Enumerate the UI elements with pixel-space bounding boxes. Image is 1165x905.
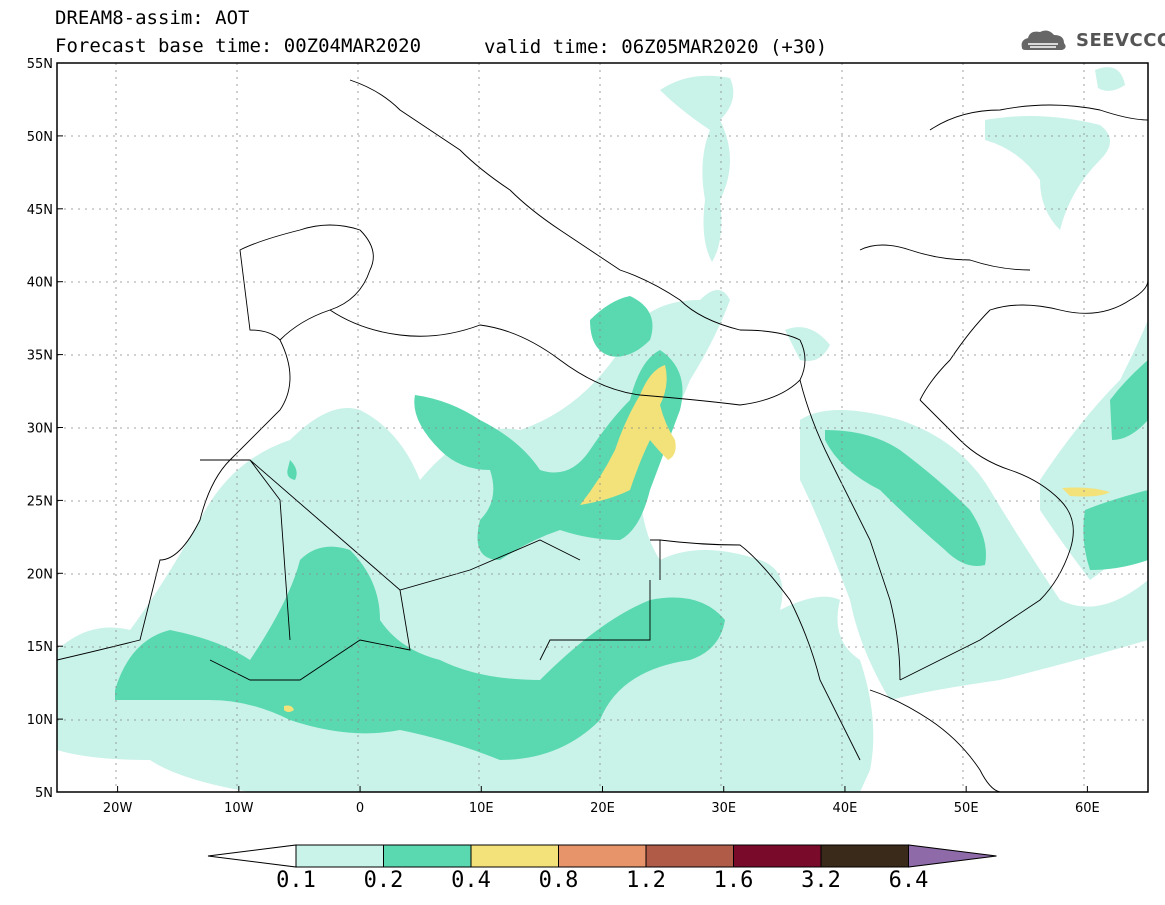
lat-tick-label: 20N (27, 567, 53, 582)
seevccc-cloud-logo-icon (1021, 30, 1066, 50)
colorbar-swatch (295, 844, 384, 868)
aot-field (57, 67, 1148, 792)
colorbar-swatch (820, 844, 909, 868)
lat-tick-label: 35N (27, 349, 53, 364)
lon-tick-label: 40E (833, 801, 858, 816)
colorbar-swatch (558, 844, 647, 868)
aot-0.4-0.8-areas (284, 365, 1110, 712)
colorbar-level-label: 0.4 (451, 868, 491, 893)
latitude-axis: 55N 50N 45N 40N 35N 30N 25N 20N 15N 10N 5N (27, 57, 63, 801)
lat-tick-label: 50N (27, 130, 53, 145)
colorbar-under-arrow (207, 844, 297, 868)
logo-text: SEEVCCC (1076, 30, 1165, 51)
colorbar-level-label: 0.8 (538, 868, 579, 893)
lat-tick-label: 40N (27, 276, 53, 291)
colorbar-level-label: 3.2 (801, 868, 841, 893)
map-title: DREAM8-assim: AOT (55, 7, 250, 29)
colorbar-level-label: 1.2 (626, 868, 666, 893)
forecast-base-time: Forecast base time: 00Z04MAR2020 (55, 35, 422, 57)
lon-tick-label: 10W (224, 801, 254, 816)
lat-tick-label: 55N (27, 57, 53, 72)
colorbar-swatch (645, 844, 734, 868)
lat-tick-label: 30N (27, 422, 53, 437)
colorbar-swatch (733, 844, 822, 868)
lon-tick-label: 20W (103, 801, 133, 816)
valid-time: valid time: 06Z05MAR2020 (+30) (484, 36, 828, 58)
lat-tick-label: 25N (27, 494, 53, 509)
lon-tick-label: 20E (590, 801, 615, 816)
lat-tick-label: 15N (27, 640, 53, 655)
colorbar-level-label: 0.1 (276, 868, 316, 893)
colorbar-over-arrow (908, 844, 997, 868)
lon-tick-label: 30E (711, 801, 736, 816)
colorbar-level-label: 6.4 (888, 868, 929, 893)
lon-tick-label: 10E (469, 801, 494, 816)
colorbar-level-label: 1.6 (713, 868, 754, 893)
lon-tick-label: 50E (954, 801, 979, 816)
lat-tick-label: 5N (35, 786, 53, 801)
colorbar-level-label: 0.2 (363, 868, 404, 893)
longitude-axis: 20W 10W 0 10E 20E 30E 40E 50E 60E (103, 786, 1100, 816)
colorbar-swatch (383, 844, 472, 868)
lon-tick-label: 60E (1075, 801, 1100, 816)
graticule (57, 63, 1148, 792)
colorbar-swatch (470, 844, 559, 868)
aot-0.2-0.4-areas (115, 296, 1148, 760)
lat-tick-label: 10N (27, 713, 53, 728)
coastlines-and-borders (57, 79, 1148, 792)
lat-tick-label: 45N (27, 203, 53, 218)
lon-tick-label: 0 (356, 801, 364, 816)
